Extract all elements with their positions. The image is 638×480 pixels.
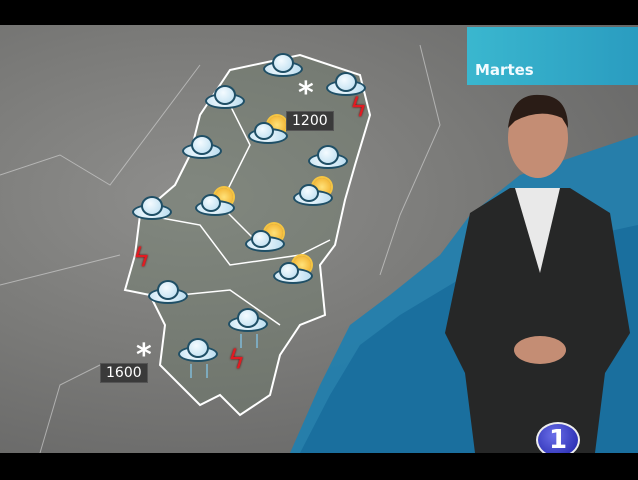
lightning-icon: ϟ xyxy=(350,93,368,123)
sun-cloud-icon xyxy=(245,224,285,252)
rain-cloud-icon xyxy=(178,338,218,378)
day-banner: Martes xyxy=(467,27,638,85)
region-outline xyxy=(123,53,372,417)
cloud-icon xyxy=(148,280,188,304)
channel-logo: 1 xyxy=(536,422,580,453)
sun-cloud-icon xyxy=(195,188,235,216)
snowflake-icon: * xyxy=(298,76,314,111)
sun-cloud-icon xyxy=(293,178,333,206)
cloud-icon xyxy=(182,135,222,159)
altitude-label: 1600 xyxy=(100,363,148,383)
altitude-label: 1200 xyxy=(286,111,334,131)
cloud-icon xyxy=(263,53,303,77)
sun-cloud-icon xyxy=(273,256,313,284)
presenter xyxy=(445,94,630,453)
cloud-icon xyxy=(308,145,348,169)
rain-cloud-icon xyxy=(228,308,268,348)
cloud-icon xyxy=(326,72,366,96)
cloud-icon xyxy=(205,85,245,109)
day-label: Martes xyxy=(475,61,534,79)
lightning-icon: ϟ xyxy=(228,345,246,375)
cloud-icon xyxy=(132,196,172,220)
sun-cloud-icon xyxy=(248,116,288,144)
weather-broadcast-frame: Martes ϟ ϟ ϟ * * 1200 1600 1 xyxy=(0,25,638,453)
lightning-icon: ϟ xyxy=(133,243,151,273)
